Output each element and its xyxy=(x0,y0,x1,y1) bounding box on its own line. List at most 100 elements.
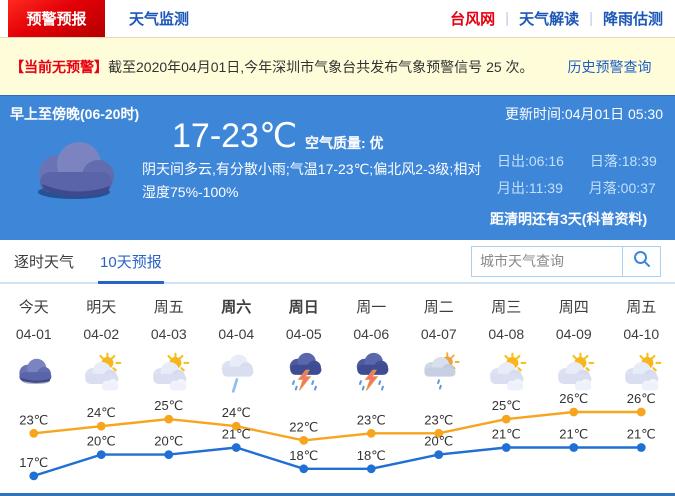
low-temp-point xyxy=(96,450,106,459)
current-conditions-panel: 早上至傍晚(06-20时) 更新时间:04月01日 05:30 17-23℃ 空… xyxy=(0,95,675,240)
moonset-time: 月落:00:37 xyxy=(588,180,656,196)
city-search xyxy=(471,245,661,277)
alert-text: 截至2020年04月01日,今年深圳市气象台共发布气象预警信号 25 次。 xyxy=(108,58,534,75)
low-temp-point xyxy=(231,443,241,452)
qingming-countdown: 距清明还有3天(科普资料) xyxy=(490,211,648,227)
low-temp-label: 21℃ xyxy=(559,427,588,442)
day-date: 04-07 xyxy=(420,326,457,342)
day-date: 04-01 xyxy=(15,326,52,342)
city-search-input[interactable] xyxy=(471,245,623,277)
day-date: 04-02 xyxy=(83,326,120,342)
no-warning-badge: 【当前无预警】 xyxy=(10,58,108,75)
thunderstorm-icon xyxy=(338,351,406,397)
air-quality: 空气质量: 优 xyxy=(305,135,384,151)
sunset-time: 日落:18:39 xyxy=(589,153,657,169)
high-temp-point xyxy=(299,436,309,445)
forecast-day-row: 今天 04-01 明天 04-02 周五 04-03 xyxy=(0,284,675,397)
weather-description: 阴天间多云,有分散小雨;气温17-23℃;偏北风2-3级;相对湿度75%-100… xyxy=(142,161,482,200)
day-name: 今天 xyxy=(18,299,49,316)
tab-warning-forecast[interactable]: 预警预报 xyxy=(8,0,105,37)
forecast-day-column: 周五 04-03 xyxy=(135,284,203,397)
overcast-cloud-icon xyxy=(22,134,122,211)
high-temp-label: 25℃ xyxy=(492,398,521,413)
nav-separator: | xyxy=(505,10,510,27)
tab-hourly-weather[interactable]: 逐时天气 xyxy=(14,253,75,271)
partly-sunny-icon xyxy=(608,351,675,397)
high-temp-label: 25℃ xyxy=(154,398,183,413)
low-temp-line xyxy=(33,446,642,478)
forecast-day-column: 周四 04-09 xyxy=(540,284,608,397)
search-button[interactable] xyxy=(623,245,661,277)
forecast-day-column: 今天 04-01 xyxy=(0,284,68,397)
day-date: 04-05 xyxy=(285,326,322,342)
forecast-day-column: 周五 04-10 xyxy=(608,284,675,397)
link-typhoon-net[interactable]: 台风网 xyxy=(450,11,496,28)
light-rain-icon xyxy=(203,351,271,397)
low-temp-point xyxy=(164,450,174,459)
high-temp-point xyxy=(366,428,376,438)
forecast-tabbar: 逐时天气 10天预报 xyxy=(0,240,675,284)
low-temp-label: 18℃ xyxy=(357,448,386,463)
day-date: 04-09 xyxy=(555,326,592,342)
low-temp-label: 20℃ xyxy=(87,434,116,449)
low-temp-label: 21℃ xyxy=(627,427,656,442)
moonrise-time: 月出:11:39 xyxy=(497,180,563,196)
link-rain-estimate[interactable]: 降雨估测 xyxy=(602,11,663,28)
low-temp-point xyxy=(501,443,511,452)
low-temp-point xyxy=(299,464,309,474)
high-temp-label: 26℃ xyxy=(627,392,656,406)
partly-sunny-icon xyxy=(540,351,608,397)
overcast-icon xyxy=(0,351,68,397)
high-temp-point xyxy=(29,428,39,438)
link-weather-interpretation[interactable]: 天气解读 xyxy=(519,11,580,28)
day-date: 04-04 xyxy=(218,326,255,342)
sun-moon-times: 日出:06:16 日落:18:39 月出:11:39 月落:00:37 xyxy=(497,148,657,202)
tab-weather-monitor[interactable]: 天气监测 xyxy=(129,11,190,28)
forecast-period-label: 早上至傍晚(06-20时) xyxy=(10,106,140,122)
high-temp-point xyxy=(96,421,106,431)
nav-links: 台风网 | 天气解读 | 降雨估测 xyxy=(450,0,675,37)
low-temp-point xyxy=(366,464,376,474)
low-temp-label: 18℃ xyxy=(289,448,318,463)
top-nav: 预警预报 天气监测 台风网 | 天气解读 | 降雨估测 xyxy=(0,0,675,37)
day-name: 周五 xyxy=(153,299,184,316)
high-temp-label: 24℃ xyxy=(87,405,116,420)
high-temp-point xyxy=(164,414,174,424)
tab-ten-day-forecast[interactable]: 10天预报 xyxy=(98,240,164,284)
day-name: 周二 xyxy=(423,299,454,316)
low-temp-label: 20℃ xyxy=(154,434,183,449)
forecast-day-column: 周日 04-05 xyxy=(270,284,338,397)
high-temp-point xyxy=(231,421,241,431)
day-date: 04-08 xyxy=(488,326,525,342)
day-name: 周五 xyxy=(626,299,657,316)
forecast-day-column: 周三 04-08 xyxy=(473,284,541,397)
temperature-chart: 23℃ 24℃ 25℃ 24℃ 22℃ 23℃ 23℃ 25℃ 26℃ 26℃ 17℃ 20℃ 20℃ 2… xyxy=(0,391,675,493)
high-temp-label: 26℃ xyxy=(559,392,588,406)
nav-separator: | xyxy=(589,10,593,27)
high-temp-label: 23℃ xyxy=(19,412,48,427)
update-time: 更新时间:04月01日 05:30 xyxy=(505,106,663,122)
high-temp-point xyxy=(569,407,579,417)
high-temp-point xyxy=(501,414,511,424)
thunderstorm-icon xyxy=(270,351,338,397)
low-temp-label: 17℃ xyxy=(19,455,48,470)
high-temp-point xyxy=(636,407,646,417)
high-temp-label: 22℃ xyxy=(289,419,318,434)
history-warning-link[interactable]: 历史预警查询 xyxy=(567,58,652,75)
high-temp-point xyxy=(434,428,444,438)
partly-sunny-icon xyxy=(68,351,136,397)
low-temp-point xyxy=(29,471,39,481)
forecast-day-column: 明天 04-02 xyxy=(68,284,136,397)
alert-bar: 【当前无预警】 截至2020年04月01日,今年深圳市气象台共发布气象预警信号 … xyxy=(0,37,675,95)
low-temp-point xyxy=(434,450,444,459)
high-temp-label: 24℃ xyxy=(222,405,251,420)
search-icon xyxy=(632,249,652,274)
day-name: 周四 xyxy=(558,299,589,316)
low-temp-point xyxy=(636,443,646,452)
shower-sun-icon xyxy=(405,351,473,397)
day-name: 周一 xyxy=(356,299,387,316)
low-temp-label: 20℃ xyxy=(424,434,453,449)
forecast-day-column: 周一 04-06 xyxy=(338,284,406,397)
partly-sunny-icon xyxy=(473,351,541,397)
day-name: 周六 xyxy=(221,299,252,316)
